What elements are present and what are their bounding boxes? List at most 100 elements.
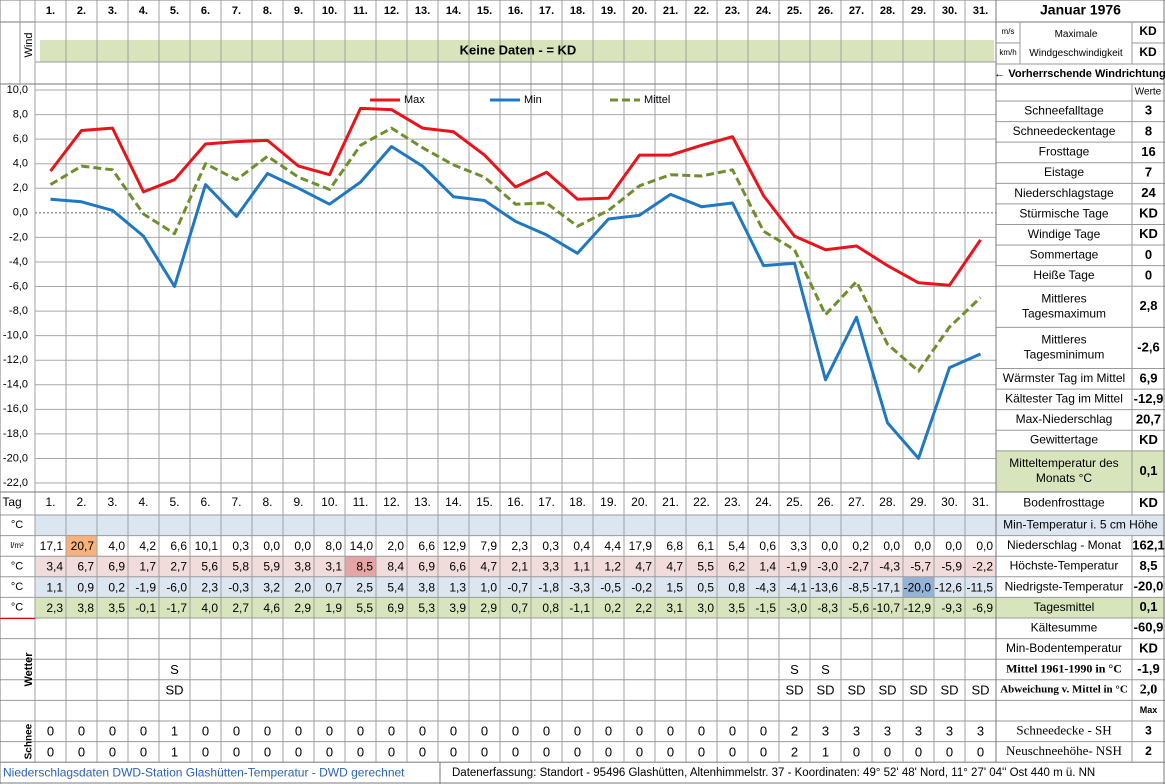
cell-fill [903, 576, 934, 598]
data-cell: 2,3 [46, 601, 63, 615]
snow-value: 0 [605, 724, 612, 739]
data-cell: -3,3 [569, 580, 590, 594]
snow-value: 0 [264, 724, 271, 739]
snow-value: 2 [791, 744, 798, 759]
cell-fill [996, 515, 1165, 536]
snow-value: 0 [512, 724, 519, 739]
day-header: 27. [849, 5, 864, 17]
data-cell: -0,1 [135, 601, 156, 615]
stat-value: 2,8 [1139, 298, 1157, 313]
data-cell: 0,2 [852, 539, 869, 553]
data-cell: 0,0 [294, 539, 311, 553]
data-cell: 5,8 [232, 560, 249, 574]
data-cell: 1,7 [139, 560, 156, 574]
snow-value: 0 [915, 744, 922, 759]
snow-value: 0 [667, 724, 674, 739]
y-tick-label: 2,0 [13, 182, 28, 194]
stat-label: Windige Tage [1028, 227, 1101, 241]
row-label: Niedrigste-Temperatur [1005, 579, 1124, 593]
data-cell: 4,6 [263, 601, 280, 615]
snow-total: 2 [1145, 744, 1152, 758]
day-header: 14. [446, 5, 461, 17]
data-cell: 17,1 [40, 539, 64, 553]
wind-direction: ← Vorherrschende Windrichtung [994, 68, 1165, 80]
y-tick-label: -16,0 [3, 403, 28, 415]
day-header: 29. [911, 5, 926, 17]
data-cell: -1,9 [786, 560, 807, 574]
data-cell: 2,9 [294, 601, 311, 615]
day-number: 22. [693, 495, 710, 509]
stat-value: -12,9 [1134, 391, 1164, 406]
data-cell: 7,9 [480, 539, 497, 553]
data-cell: -0,3 [228, 580, 249, 594]
data-cell: -4,3 [879, 560, 900, 574]
series-line [50, 145, 982, 460]
day-header: 7. [232, 5, 241, 17]
stat-value: 20,7 [1136, 411, 1161, 426]
day-number: 2. [76, 495, 86, 509]
day-header: 16. [508, 5, 523, 17]
day-number: 12. [383, 495, 400, 509]
stat-value: 0 [1145, 267, 1152, 282]
snow-value: 0 [760, 744, 767, 759]
data-cell: 2,9 [480, 601, 497, 615]
day-number: 6. [200, 495, 210, 509]
summary-label: Mittel 1961-1990 in °C [1006, 661, 1122, 675]
y-tick-label: 6,0 [13, 133, 28, 145]
row-total: 0,1 [1139, 599, 1157, 614]
snow-value: 0 [977, 744, 984, 759]
row-unit: °C [11, 581, 23, 593]
day-header: 9. [294, 5, 303, 17]
wind-banner: Keine Daten - = KD [460, 42, 577, 57]
snow-value: 0 [47, 724, 54, 739]
summary-value: 2,0 [1140, 682, 1158, 697]
cell-fill [345, 556, 376, 577]
day-number: 23. [724, 495, 741, 509]
data-cell: 0,0 [883, 539, 900, 553]
day-header: 30. [942, 5, 957, 17]
wind-max-label-line: Maximale [1055, 29, 1098, 40]
data-cell: 3,2 [263, 580, 280, 594]
data-cell: 1,1 [46, 580, 63, 594]
cell-fill [40, 40, 994, 62]
snow-value: 3 [853, 724, 860, 739]
stat-label: Frosttage [1039, 145, 1090, 159]
data-cell: 6,2 [728, 560, 745, 574]
data-cell: 3,1 [666, 601, 683, 615]
data-cell: 1,4 [759, 560, 776, 574]
data-cell: 0,0 [914, 539, 931, 553]
data-cell: 6,6 [170, 539, 187, 553]
day-label: Tag [2, 495, 21, 509]
day-header: 13. [415, 5, 430, 17]
row-total: -20,0 [1134, 579, 1164, 594]
data-cell: 2,0 [294, 580, 311, 594]
stat-value: KD [1139, 226, 1158, 241]
wind-value: KD [1139, 45, 1157, 59]
cell-fill [996, 556, 1165, 577]
day-header: 15. [477, 5, 492, 17]
data-cell: 4,0 [108, 539, 125, 553]
day-header: 3. [108, 5, 117, 17]
data-cell: -5,7 [910, 560, 931, 574]
weather-code: SD [940, 683, 958, 698]
data-cell: 5,5 [697, 560, 714, 574]
snow-value: 3 [977, 724, 984, 739]
snow-value: 1 [171, 744, 178, 759]
snow-value: 0 [543, 724, 550, 739]
data-cell: 0,2 [604, 601, 621, 615]
snow-total: 3 [1145, 723, 1152, 737]
snow-value: 0 [884, 744, 891, 759]
day-number: 17. [538, 495, 555, 509]
data-cell: 6,6 [418, 539, 435, 553]
data-cell: 10,1 [195, 539, 219, 553]
day-number: 28. [879, 495, 896, 509]
day-number: 16. [507, 495, 524, 509]
day-number: 4. [138, 495, 148, 509]
footer-location: Datenerfassung: Standort - 95496 Glashüt… [452, 767, 1095, 779]
snow-value: 2 [791, 724, 798, 739]
wind-unit: m/s [1002, 27, 1015, 36]
day-header: 19. [601, 5, 616, 17]
y-tick-label: -18,0 [3, 428, 28, 440]
